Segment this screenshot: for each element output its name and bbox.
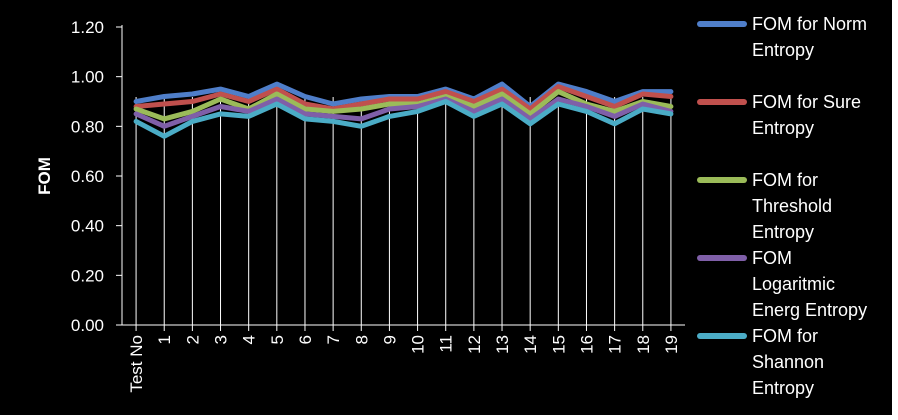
x-tick-label: 5: [268, 335, 287, 344]
legend-label: Entropy: [752, 40, 814, 60]
x-tick-label: 17: [606, 335, 625, 354]
legend-label: FOM for: [752, 326, 818, 346]
y-tick-label: 0.60: [71, 167, 104, 186]
series-line-5: [133, 99, 674, 139]
x-tick-label: 12: [465, 335, 484, 354]
legend-label: Shannon: [752, 352, 824, 372]
legend-label: FOM for: [752, 170, 818, 190]
x-tick-label: 16: [577, 335, 596, 354]
y-tick-label: 0.40: [71, 217, 104, 236]
x-tick-label: 13: [493, 335, 512, 354]
y-tick-label: 1.20: [71, 18, 104, 37]
y-tick-label: 0.20: [71, 266, 104, 285]
label-layer: 0.00 0.20 0.40 0.60 0.80 1.00 1.20 Test No 1 2 3 4 5…: [35, 18, 681, 393]
x-tick-label: 6: [296, 335, 315, 344]
legend-label: FOM for Norm: [752, 14, 867, 34]
legend: FOM for Norm Entropy FOM for Sure Entropy FO…: [697, 14, 867, 398]
legend-label: FOM for Sure: [752, 92, 861, 112]
y-tick-label: 0.00: [71, 316, 104, 335]
x-tick-label: 8: [352, 335, 371, 344]
series-layer: [133, 81, 674, 139]
x-tick-label: 9: [380, 335, 399, 344]
legend-label: Entropy: [752, 118, 814, 138]
x-tick-label: 3: [212, 335, 231, 344]
legend-label: Threshold: [752, 196, 832, 216]
x-tick-label: 11: [437, 335, 456, 353]
x-tick-label: 14: [521, 335, 540, 354]
y-tick-label: 1.00: [71, 68, 104, 87]
x-tick-label: 15: [549, 335, 568, 354]
x-tick-label: 19: [662, 335, 681, 354]
y-axis-title: FOM: [35, 157, 54, 195]
series-line-3: [133, 89, 674, 122]
y-tick-label: 0.80: [71, 117, 104, 136]
legend-label: Entropy: [752, 222, 814, 242]
series-line-4: [133, 96, 674, 129]
x-tick-label: 7: [324, 335, 343, 344]
x-tick-label: 18: [634, 335, 653, 354]
x-tick-label: 10: [409, 335, 428, 354]
x-tick-label: 2: [183, 335, 202, 344]
legend-label: FOM: [752, 248, 792, 268]
legend-label: Entropy: [752, 378, 814, 398]
grid-layer: [135, 97, 672, 325]
legend-label: Logaritmic: [752, 274, 835, 294]
x-tick-label: 1: [155, 335, 174, 344]
x-tick-label: Test No: [127, 335, 146, 393]
legend-label: Energ Entropy: [752, 300, 867, 320]
series-line-2: [133, 84, 674, 112]
x-tick-label: 4: [240, 335, 259, 344]
axis-layer: [116, 25, 685, 331]
